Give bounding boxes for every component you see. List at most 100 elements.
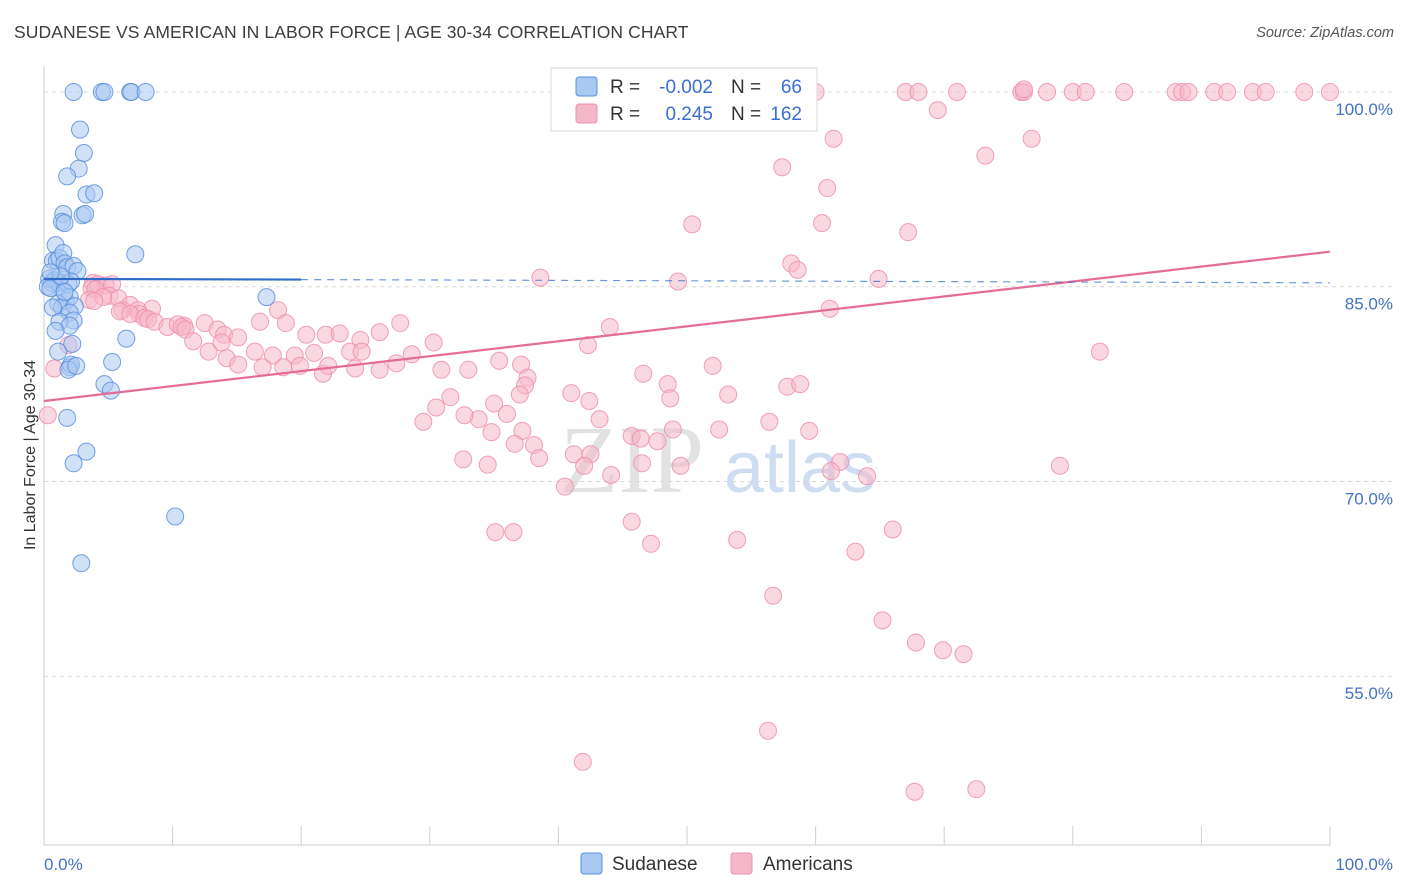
legend-r-label-americans: R =	[610, 104, 640, 125]
americans-point-69	[297, 325, 316, 344]
y-tick-label-0: 55.0%	[1345, 684, 1393, 703]
americans-point-33	[668, 272, 687, 291]
americans-point-162	[38, 406, 57, 425]
sudanese-point-42	[257, 288, 276, 307]
grid-layer	[43, 91, 1393, 845]
legend-r-value-americans: 0.245	[665, 104, 713, 125]
americans-point-111	[485, 394, 504, 413]
sudanese-point-16	[76, 205, 95, 224]
sudanese-point-51	[103, 353, 122, 372]
americans-point-152	[846, 542, 865, 561]
americans-point-3	[909, 82, 928, 101]
americans-point-144	[822, 462, 841, 481]
americans-point-73	[370, 323, 389, 342]
sudanese-point-56	[101, 381, 120, 400]
americans-point-82	[263, 346, 282, 365]
y-tick-label-3: 100.0%	[1335, 100, 1393, 119]
americans-point-141	[505, 434, 524, 453]
americans-point-117	[497, 404, 516, 423]
americans-point-136	[631, 429, 650, 448]
americans-point-158	[759, 721, 778, 740]
americans-point-23	[1022, 129, 1041, 148]
americans-point-31	[788, 260, 807, 279]
x-tick-label-max: 100.0%	[1335, 855, 1393, 874]
sudanese-point-50	[49, 342, 68, 361]
americans-point-157	[954, 645, 973, 664]
legend-swatch-sudanese	[575, 76, 598, 97]
americans-point-159	[573, 752, 592, 771]
bottom-legend: Sudanese Americans	[580, 852, 853, 875]
americans-point-147	[728, 530, 747, 549]
chart-title: SUDANESE VS AMERICAN IN LABOR FORCE | AG…	[14, 22, 689, 42]
americans-point-18	[1295, 82, 1314, 101]
sudanese-point-49	[117, 329, 136, 348]
americans-point-148	[641, 534, 660, 553]
americans-point-112	[661, 389, 680, 408]
legend-r-value-sudanese: -0.002	[659, 77, 713, 98]
sudanese-point-11	[85, 184, 104, 203]
sudanese-point-48	[63, 334, 82, 353]
sudanese-point-64	[41, 263, 60, 282]
x-tick-labels: 0.0% 100.0%	[44, 855, 1393, 874]
americans-point-98	[370, 360, 389, 379]
americans-point-128	[478, 455, 497, 474]
americans-point-28	[899, 223, 918, 242]
bottom-legend-swatch-americans	[730, 852, 753, 875]
americans-point-101	[459, 360, 478, 379]
americans-point-79	[199, 342, 218, 361]
americans-point-24	[976, 146, 995, 165]
americans-point-92	[253, 358, 272, 377]
americans-point-108	[510, 385, 529, 404]
bottom-legend-label-sudanese: Sudanese	[612, 854, 698, 875]
americans-point-76	[578, 336, 597, 355]
americans-point-121	[663, 420, 682, 439]
americans-point-142	[602, 465, 621, 484]
legend-n-value-americans: 162	[770, 104, 802, 125]
americans-point-155	[906, 633, 925, 652]
americans-point-17	[1256, 82, 1275, 101]
americans-point-166	[1050, 456, 1069, 475]
americans-point-110	[580, 391, 599, 410]
americans-point-65	[229, 328, 248, 347]
americans-point-100	[432, 360, 451, 379]
sudanese-point-65	[55, 282, 74, 301]
americans-point-26	[818, 179, 837, 198]
americans-point-71	[330, 324, 349, 343]
americans-point-146	[883, 520, 902, 539]
americans-point-21	[1014, 80, 1033, 99]
americans-point-115	[791, 375, 810, 394]
americans-point-120	[590, 410, 609, 429]
americans-point-145	[858, 467, 877, 486]
sudanese-point-62	[67, 356, 86, 375]
americans-point-77	[600, 317, 619, 336]
americans-point-118	[427, 398, 446, 417]
americans-trend-line	[43, 250, 1331, 403]
americans-point-140	[482, 423, 501, 442]
americans-point-84	[305, 343, 324, 362]
americans-point-165	[1090, 342, 1109, 361]
americans-point-134	[575, 456, 594, 475]
legend-swatch-americans	[575, 103, 598, 124]
americans-point-113	[719, 385, 738, 404]
americans-point-153	[764, 586, 783, 605]
sudanese-point-14	[55, 214, 74, 233]
americans-point-129	[632, 454, 651, 473]
sudanese-point-0	[64, 82, 83, 101]
americans-point-74	[391, 314, 410, 333]
americans-point-4	[948, 82, 967, 101]
americans-point-80	[212, 333, 231, 352]
y-axis-label: In Labor Force | Age 30-34	[22, 360, 39, 550]
americans-point-13	[1179, 82, 1198, 101]
americans-point-68	[276, 314, 295, 333]
sudanese-point-2	[95, 82, 114, 101]
y-tick-labels: 55.0% 70.0% 85.0% 100.0%	[1335, 100, 1393, 703]
americans-point-161	[967, 780, 986, 799]
sudanese-point-9	[58, 167, 77, 186]
sudanese-point-5	[136, 82, 155, 101]
top-legend: R = -0.002 N = 66 R = 0.245 N = 162	[550, 67, 818, 132]
americans-point-10	[1115, 82, 1134, 101]
sudanese-point-59	[64, 454, 83, 473]
americans-point-22	[824, 129, 843, 148]
sudanese-point-47	[46, 321, 65, 340]
americans-point-81	[245, 342, 264, 361]
